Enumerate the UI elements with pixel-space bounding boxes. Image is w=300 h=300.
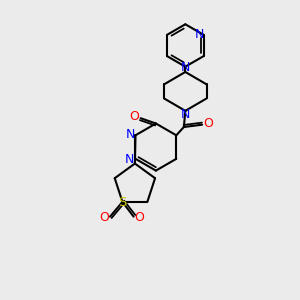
- Text: N: N: [181, 61, 190, 74]
- Text: O: O: [204, 117, 214, 130]
- Text: N: N: [194, 28, 204, 41]
- Text: O: O: [135, 211, 145, 224]
- Text: N: N: [181, 109, 190, 122]
- Text: N: N: [125, 153, 134, 166]
- Text: O: O: [99, 211, 109, 224]
- Text: S: S: [118, 196, 126, 209]
- Text: O: O: [129, 110, 139, 123]
- Text: N: N: [125, 128, 135, 141]
